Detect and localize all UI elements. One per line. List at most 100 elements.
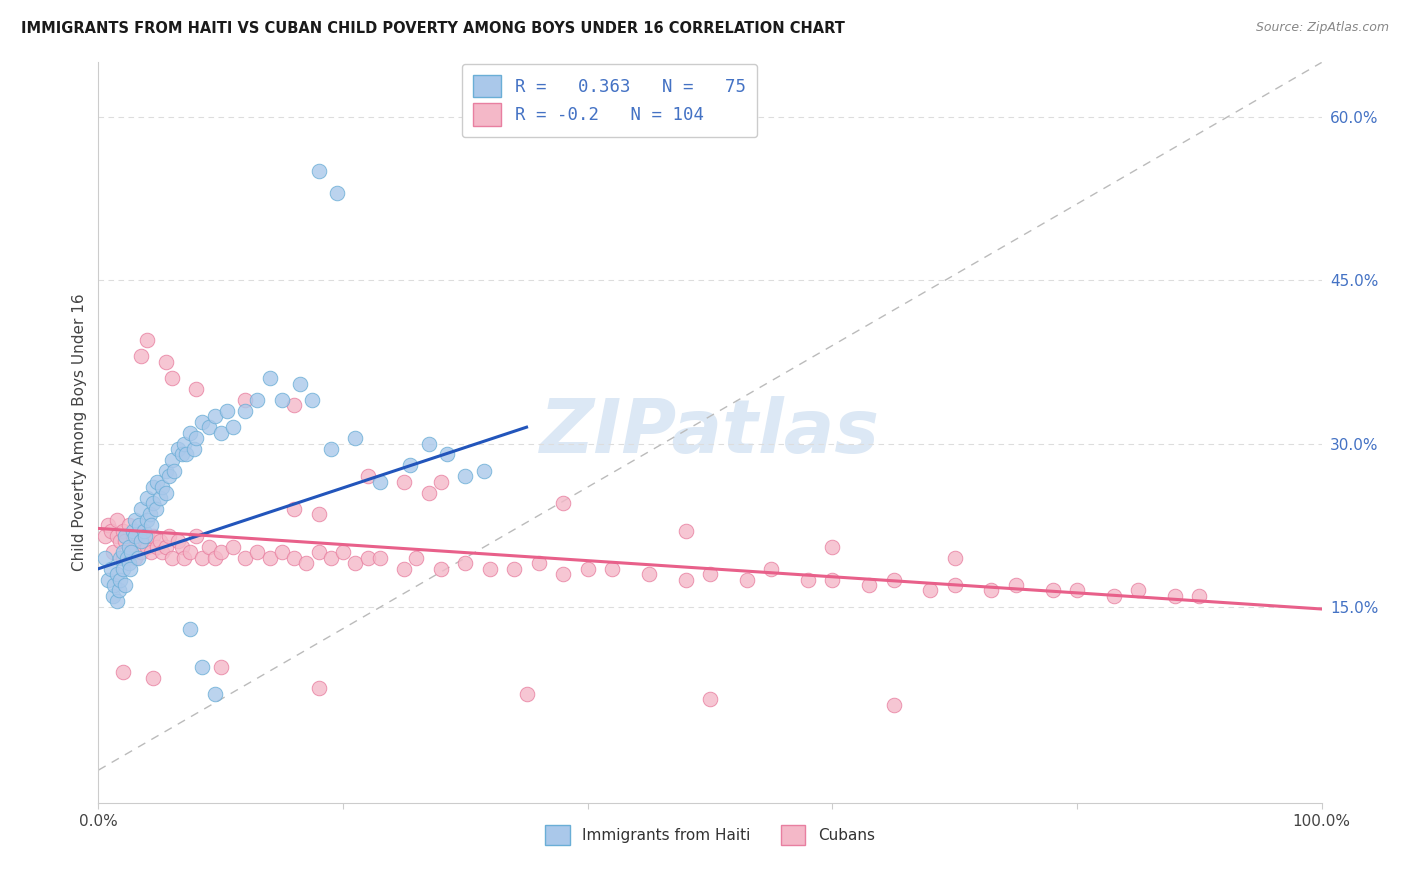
Point bbox=[675, 573, 697, 587]
Point bbox=[430, 475, 453, 489]
Point bbox=[105, 529, 128, 543]
Point bbox=[368, 475, 391, 489]
Point bbox=[132, 524, 155, 538]
Point bbox=[209, 545, 232, 559]
Legend: Immigrants from Haiti, Cubans: Immigrants from Haiti, Cubans bbox=[540, 819, 880, 851]
Point bbox=[821, 573, 844, 587]
Point bbox=[111, 665, 134, 680]
Point bbox=[105, 513, 128, 527]
Point bbox=[283, 550, 305, 565]
Point bbox=[110, 550, 132, 565]
Point bbox=[326, 186, 349, 200]
Point bbox=[233, 392, 256, 407]
Point bbox=[204, 550, 226, 565]
Point bbox=[515, 687, 537, 701]
Point bbox=[157, 469, 180, 483]
Point bbox=[136, 529, 159, 543]
Point bbox=[167, 534, 190, 549]
Point bbox=[980, 583, 1002, 598]
Point bbox=[110, 573, 132, 587]
Point bbox=[128, 524, 150, 538]
Point bbox=[186, 529, 208, 543]
Point bbox=[155, 355, 177, 369]
Point bbox=[183, 442, 205, 456]
Point bbox=[118, 540, 141, 554]
Point bbox=[553, 496, 575, 510]
Point bbox=[246, 545, 269, 559]
Point bbox=[858, 578, 880, 592]
Point bbox=[179, 545, 201, 559]
Point bbox=[308, 681, 330, 696]
Point bbox=[176, 447, 198, 461]
Point bbox=[454, 556, 477, 570]
Point bbox=[150, 545, 173, 559]
Point bbox=[129, 501, 152, 516]
Point bbox=[114, 578, 136, 592]
Point bbox=[136, 513, 159, 527]
Point bbox=[222, 540, 245, 554]
Point bbox=[128, 518, 150, 533]
Point bbox=[105, 594, 128, 608]
Point bbox=[675, 524, 697, 538]
Point bbox=[920, 583, 942, 598]
Point bbox=[105, 567, 128, 582]
Point bbox=[209, 659, 232, 673]
Point bbox=[301, 392, 323, 407]
Point bbox=[93, 550, 115, 565]
Point bbox=[553, 567, 575, 582]
Point bbox=[344, 431, 367, 445]
Point bbox=[121, 529, 143, 543]
Point bbox=[392, 475, 416, 489]
Point bbox=[1128, 583, 1150, 598]
Point bbox=[797, 573, 820, 587]
Point bbox=[503, 562, 526, 576]
Point bbox=[761, 562, 783, 576]
Point bbox=[259, 371, 281, 385]
Point bbox=[139, 508, 162, 522]
Point bbox=[93, 529, 115, 543]
Point bbox=[699, 567, 721, 582]
Point bbox=[142, 480, 165, 494]
Point bbox=[129, 529, 152, 543]
Point bbox=[167, 442, 190, 456]
Point bbox=[136, 540, 159, 554]
Point bbox=[120, 562, 142, 576]
Point bbox=[368, 550, 391, 565]
Point bbox=[472, 464, 495, 478]
Point bbox=[145, 501, 167, 516]
Point bbox=[699, 692, 721, 706]
Point bbox=[308, 164, 330, 178]
Point bbox=[134, 529, 156, 543]
Point bbox=[134, 534, 156, 549]
Point bbox=[290, 376, 312, 391]
Point bbox=[170, 447, 193, 461]
Point bbox=[576, 562, 599, 576]
Point bbox=[114, 534, 136, 549]
Point bbox=[149, 491, 172, 505]
Point bbox=[233, 550, 256, 565]
Point bbox=[222, 420, 245, 434]
Point bbox=[319, 550, 342, 565]
Point bbox=[179, 622, 201, 636]
Point bbox=[204, 409, 226, 424]
Point bbox=[97, 518, 120, 533]
Point bbox=[146, 475, 169, 489]
Point bbox=[136, 491, 159, 505]
Point bbox=[1164, 589, 1187, 603]
Point bbox=[124, 540, 146, 554]
Point bbox=[319, 442, 342, 456]
Point bbox=[124, 513, 146, 527]
Point bbox=[111, 550, 134, 565]
Point bbox=[209, 425, 232, 440]
Point bbox=[430, 562, 453, 576]
Text: IMMIGRANTS FROM HAITI VS CUBAN CHILD POVERTY AMONG BOYS UNDER 16 CORRELATION CHA: IMMIGRANTS FROM HAITI VS CUBAN CHILD POV… bbox=[21, 21, 845, 36]
Point bbox=[127, 550, 149, 565]
Point bbox=[344, 556, 367, 570]
Point bbox=[821, 540, 844, 554]
Point bbox=[399, 458, 422, 473]
Point bbox=[283, 398, 305, 412]
Point bbox=[259, 550, 281, 565]
Point bbox=[1042, 583, 1064, 598]
Point bbox=[101, 545, 124, 559]
Point bbox=[142, 671, 165, 685]
